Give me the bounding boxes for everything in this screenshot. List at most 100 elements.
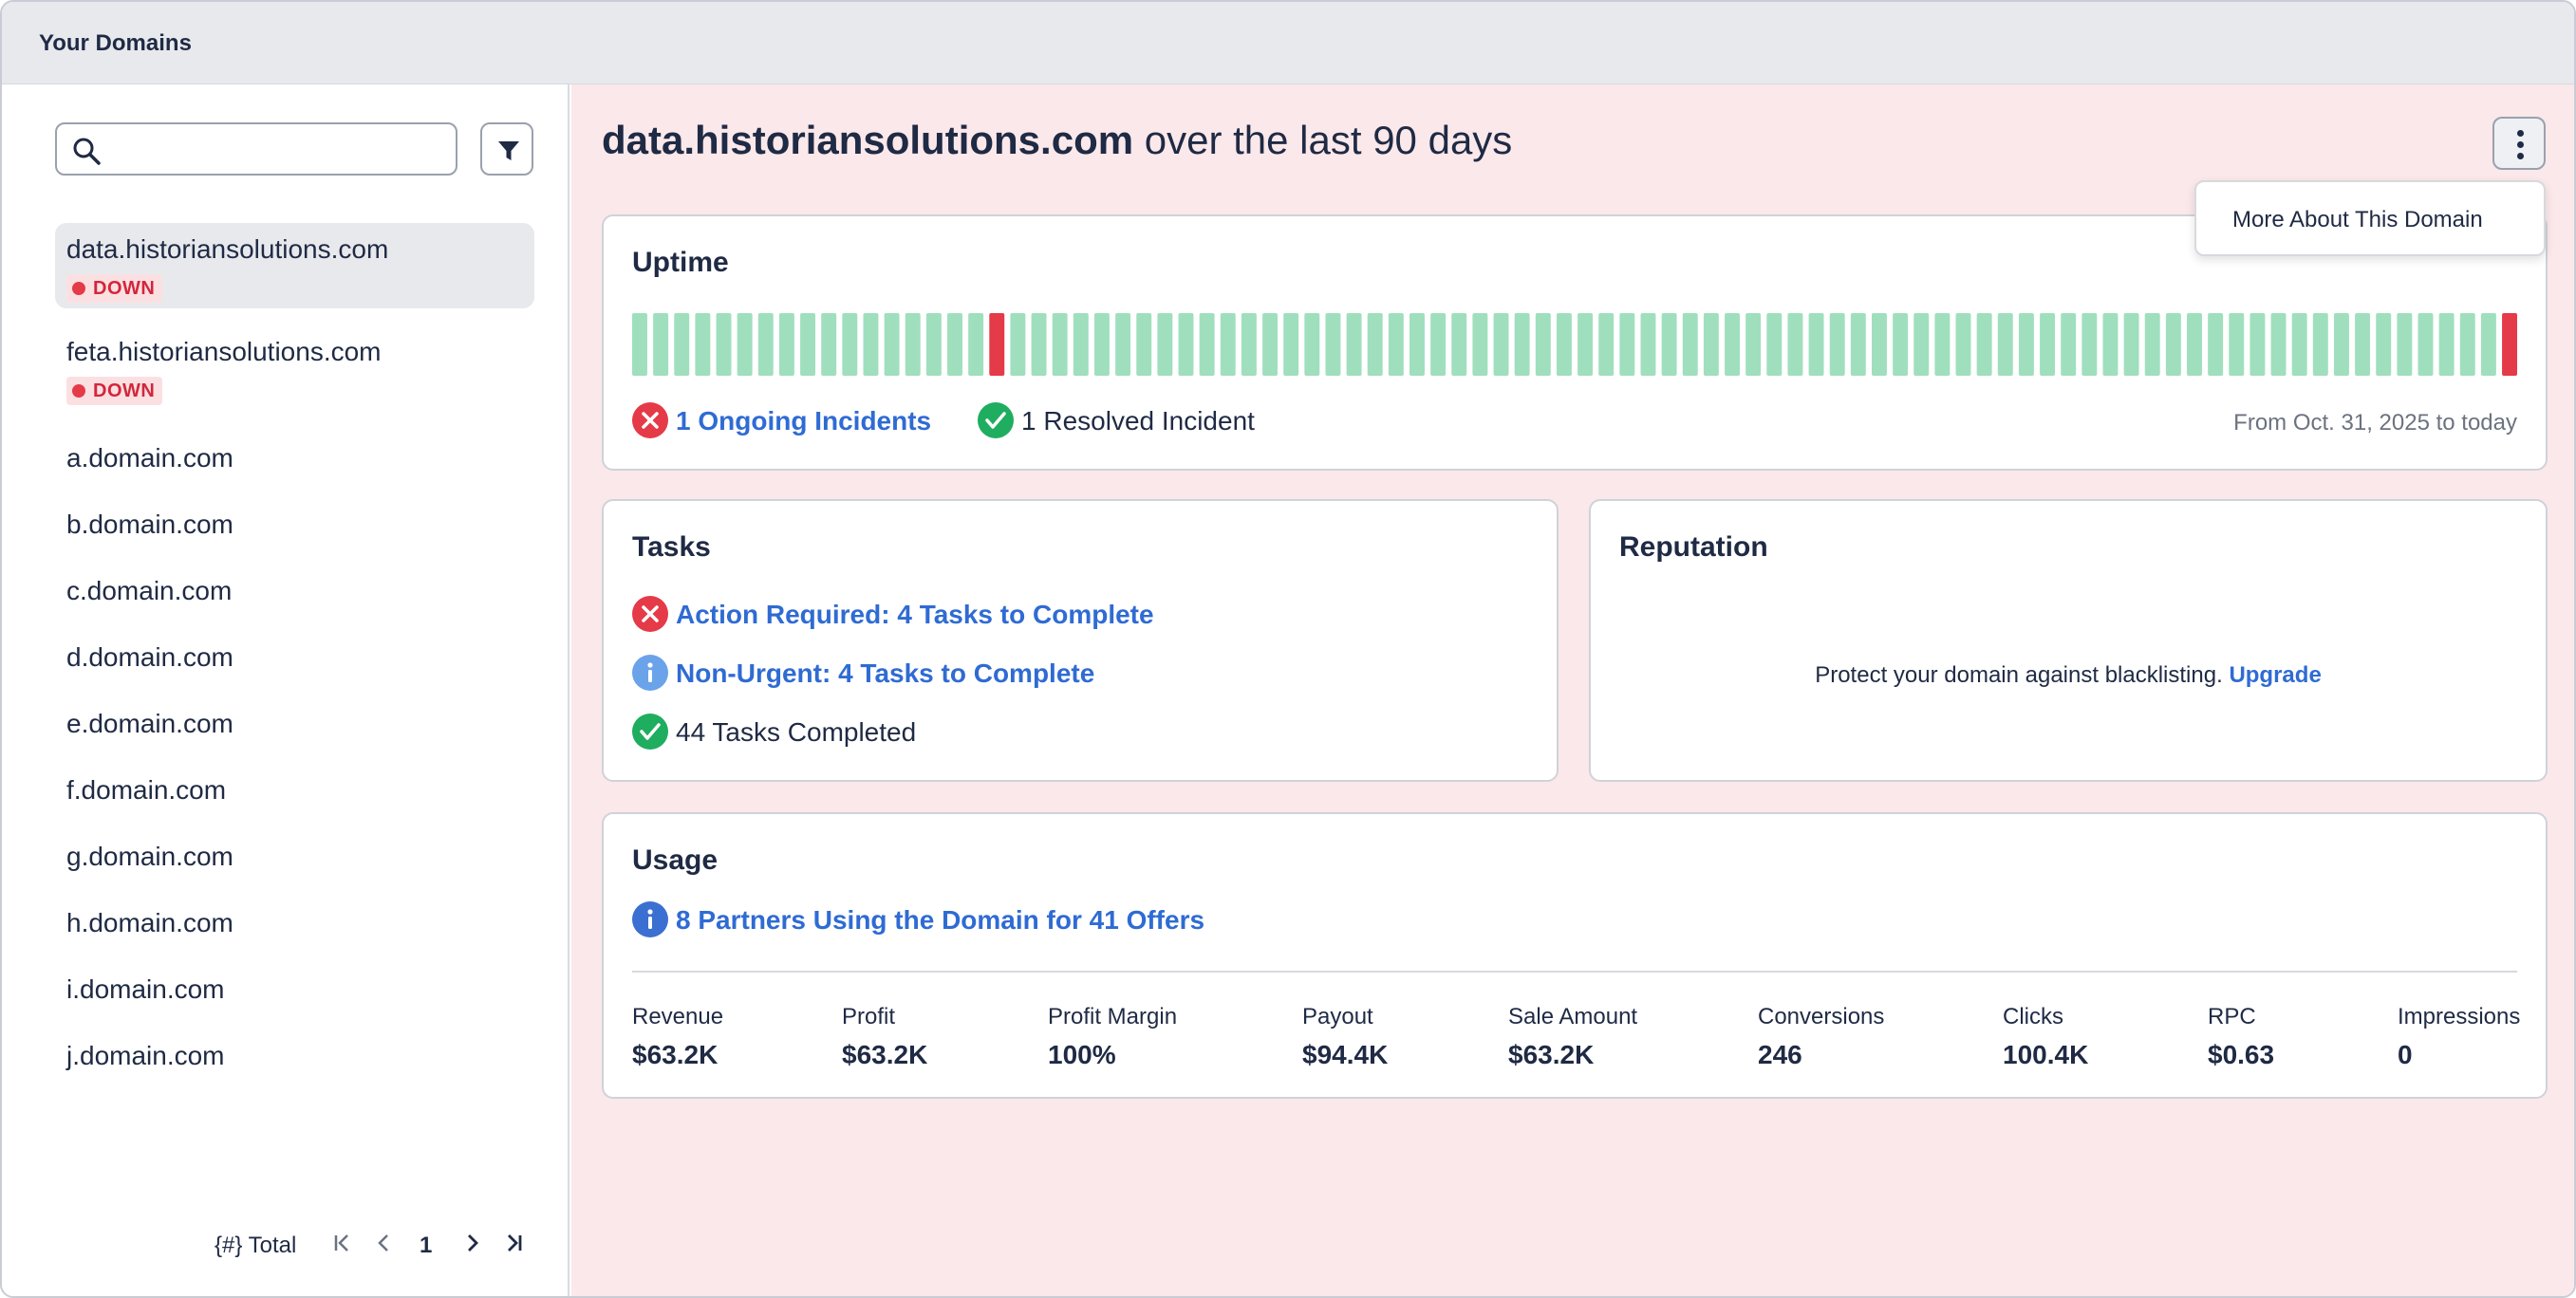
search-box[interactable] [55,122,457,176]
uptime-bar-up[interactable] [1451,313,1467,376]
domain-item-selected[interactable]: data.historiansolutions.com DOWN [55,223,534,308]
uptime-bar-up[interactable] [1955,313,1971,376]
uptime-bar-up[interactable] [695,313,711,376]
uptime-bar-up[interactable] [1304,313,1320,376]
uptime-bar-up[interactable] [2081,313,2098,376]
prev-page-icon[interactable] [372,1231,397,1255]
uptime-bar-up[interactable] [968,313,984,376]
uptime-bar-up[interactable] [1010,313,1026,376]
uptime-bar-up[interactable] [800,313,816,376]
uptime-bar-up[interactable] [821,313,837,376]
uptime-bar-up[interactable] [905,313,921,376]
domain-item[interactable]: g.domain.com [55,821,534,887]
uptime-bar-up[interactable] [2018,313,2034,376]
uptime-bar-up[interactable] [2102,313,2119,376]
last-page-icon[interactable] [501,1231,526,1255]
uptime-bar-up[interactable] [2144,313,2160,376]
uptime-bar-up[interactable] [1157,313,1173,376]
domain-item[interactable]: d.domain.com [55,621,534,688]
uptime-bar-up[interactable] [674,313,690,376]
uptime-bar-up[interactable] [2417,313,2434,376]
uptime-bar-up[interactable] [1178,313,1194,376]
domain-item[interactable]: e.domain.com [55,688,534,754]
uptime-bar-up[interactable] [2061,313,2077,376]
uptime-bar-up[interactable] [884,313,900,376]
uptime-bar-up[interactable] [1514,313,1530,376]
uptime-bar-down[interactable] [2502,313,2517,376]
uptime-bar-up[interactable] [2249,313,2266,376]
uptime-bar-up[interactable] [1283,313,1299,376]
uptime-bar-up[interactable] [1430,313,1447,376]
uptime-bar-up[interactable] [757,313,774,376]
uptime-bar-up[interactable] [1934,313,1951,376]
ongoing-incidents-link[interactable]: 1 Ongoing Incidents [676,406,932,436]
domain-item[interactable]: feta.historiansolutions.com DOWN [55,325,534,411]
uptime-bar-up[interactable] [1893,313,1909,376]
uptime-bar-up[interactable] [737,313,753,376]
uptime-bar-up[interactable] [1913,313,1930,376]
current-page[interactable]: 1 [420,1233,433,1258]
upgrade-link[interactable]: Upgrade [2229,662,2322,688]
domain-item[interactable]: i.domain.com [55,954,534,1020]
uptime-bar-up[interactable] [1661,313,1677,376]
uptime-bar-up[interactable] [778,313,794,376]
uptime-bar-up[interactable] [716,313,732,376]
domain-item[interactable]: h.domain.com [55,887,534,954]
first-page-icon[interactable] [330,1231,355,1255]
uptime-bar-up[interactable] [1388,313,1404,376]
uptime-bar-up[interactable] [632,313,647,376]
uptime-bar-up[interactable] [1556,313,1572,376]
uptime-bar-up[interactable] [1093,313,1110,376]
uptime-bar-up[interactable] [1535,313,1551,376]
uptime-bar-up[interactable] [1577,313,1594,376]
filter-button[interactable] [480,122,533,176]
search-input[interactable] [112,132,444,166]
uptime-bar-up[interactable] [2333,313,2349,376]
partners-link[interactable]: 8 Partners Using the Domain for 41 Offer… [676,905,1205,935]
uptime-bar-up[interactable] [1598,313,1615,376]
uptime-bar-up[interactable] [1199,313,1215,376]
uptime-bar-up[interactable] [2376,313,2392,376]
uptime-bar-up[interactable] [1808,313,1824,376]
uptime-bar-up[interactable] [1472,313,1488,376]
uptime-bar-up[interactable] [1829,313,1845,376]
uptime-bar-down[interactable] [989,313,1005,376]
uptime-bar-up[interactable] [2459,313,2475,376]
uptime-bar-up[interactable] [2291,313,2307,376]
uptime-bar-up[interactable] [2165,313,2181,376]
uptime-bar-up[interactable] [1976,313,1992,376]
uptime-bar-up[interactable] [1619,313,1635,376]
domain-item[interactable]: j.domain.com [55,1020,534,1086]
uptime-bar-up[interactable] [1493,313,1509,376]
uptime-bar-up[interactable] [1073,313,1089,376]
uptime-bar-up[interactable] [1682,313,1698,376]
next-page-icon[interactable] [459,1231,484,1255]
uptime-bar-up[interactable] [925,313,942,376]
uptime-bar-up[interactable] [1136,313,1152,376]
uptime-bar-up[interactable] [1325,313,1341,376]
uptime-bar-up[interactable] [2270,313,2287,376]
uptime-bar-up[interactable] [1367,313,1383,376]
uptime-bar-up[interactable] [1262,313,1279,376]
uptime-bar-up[interactable] [842,313,858,376]
uptime-bar-up[interactable] [2438,313,2455,376]
domain-item[interactable]: a.domain.com [55,422,534,489]
uptime-bar-up[interactable] [2355,313,2371,376]
uptime-bar-up[interactable] [1787,313,1803,376]
menu-item-more-about-domain[interactable]: More About This Domain [2232,207,2483,232]
uptime-bar-up[interactable] [1031,313,1047,376]
uptime-bar-up[interactable] [653,313,669,376]
domain-item[interactable]: c.domain.com [55,555,534,621]
uptime-bar-up[interactable] [1725,313,1740,376]
uptime-bar-up[interactable] [1997,313,2013,376]
uptime-bar-up[interactable] [1745,313,1762,376]
uptime-bar-up[interactable] [2040,313,2056,376]
uptime-bar-up[interactable] [1766,313,1783,376]
uptime-bar-up[interactable] [1241,313,1257,376]
uptime-bar-up[interactable] [1052,313,1068,376]
uptime-bar-up[interactable] [1850,313,1866,376]
uptime-bar-up[interactable] [1220,313,1236,376]
uptime-bar-up[interactable] [2480,313,2496,376]
uptime-bar-up[interactable] [1346,313,1362,376]
domain-item[interactable]: b.domain.com [55,489,534,555]
